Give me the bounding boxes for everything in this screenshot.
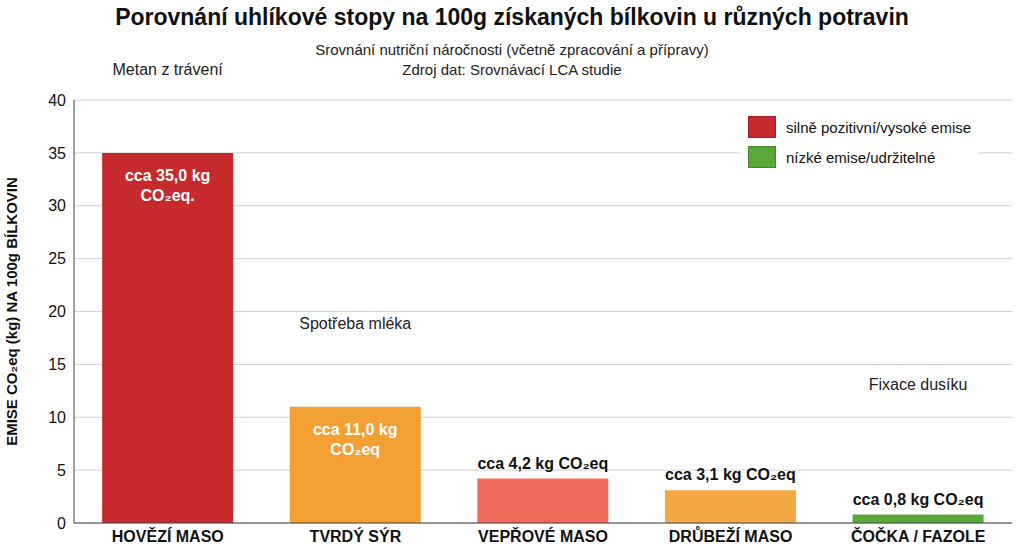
svg-text:ČOČKA / FAZOLE: ČOČKA / FAZOLE: [851, 527, 986, 545]
svg-text:20: 20: [48, 303, 66, 320]
svg-text:40: 40: [48, 92, 66, 109]
svg-text:cca 0,8 kg CO₂eq: cca 0,8 kg CO₂eq: [853, 491, 984, 508]
svg-text:25: 25: [48, 250, 66, 267]
html-text:Zdroj dat: Srovnávací LCA stud: Zdroj dat: Srovnávací LCA studie: [402, 61, 622, 78]
svg-text:5: 5: [57, 462, 66, 479]
html-text:Porovnání uhlíkové stopy na 10: Porovnání uhlíkové stopy na 100g získaný…: [115, 4, 909, 30]
html-text:nízké emise/udržitelné: nízké emise/udržitelné: [786, 148, 936, 166]
svg-text:TVRDÝ SÝR: TVRDÝ SÝR: [310, 527, 402, 545]
svg-text:10: 10: [48, 409, 66, 426]
svg-text:DRŮBEŽÍ MASO: DRŮBEŽÍ MASO: [669, 526, 793, 545]
svg-text:VEPŘOVÉ MASO: VEPŘOVÉ MASO: [478, 527, 608, 545]
svg-text:35: 35: [48, 145, 66, 162]
svg-text:cca 3,1 kg CO₂eq: cca 3,1 kg CO₂eq: [665, 466, 796, 483]
svg-text:Fixace dusíku: Fixace dusíku: [869, 376, 968, 393]
svg-text:cca 35,0 kgCO₂eq.: cca 35,0 kgCO₂eq.: [125, 167, 210, 204]
svg-text:cca 4,2 kg CO₂eq: cca 4,2 kg CO₂eq: [477, 455, 608, 472]
svg-text:30: 30: [48, 197, 66, 214]
svg-text:HOVĚZÍ MASO: HOVĚZÍ MASO: [112, 527, 224, 545]
svg-text:Spotřeba mléka: Spotřeba mléka: [299, 315, 411, 332]
svg-text:cca 11,0 kgCO₂eq: cca 11,0 kgCO₂eq: [313, 421, 398, 458]
svg-text:0: 0: [57, 515, 66, 532]
html-text:silně pozitivní/vysoké emise: silně pozitivní/vysoké emise: [786, 118, 972, 136]
svg-text:EMISE CO₂eq (kg) NA 100g BÍLKO: EMISE CO₂eq (kg) NA 100g BÍLKOVIN: [3, 177, 20, 446]
html-text:Srovnání nutriční náročnosti (: Srovnání nutriční náročnosti (včetně zpr…: [315, 41, 709, 58]
svg-text:15: 15: [48, 356, 66, 373]
svg-text:Metan z trávení: Metan z trávení: [112, 61, 223, 78]
